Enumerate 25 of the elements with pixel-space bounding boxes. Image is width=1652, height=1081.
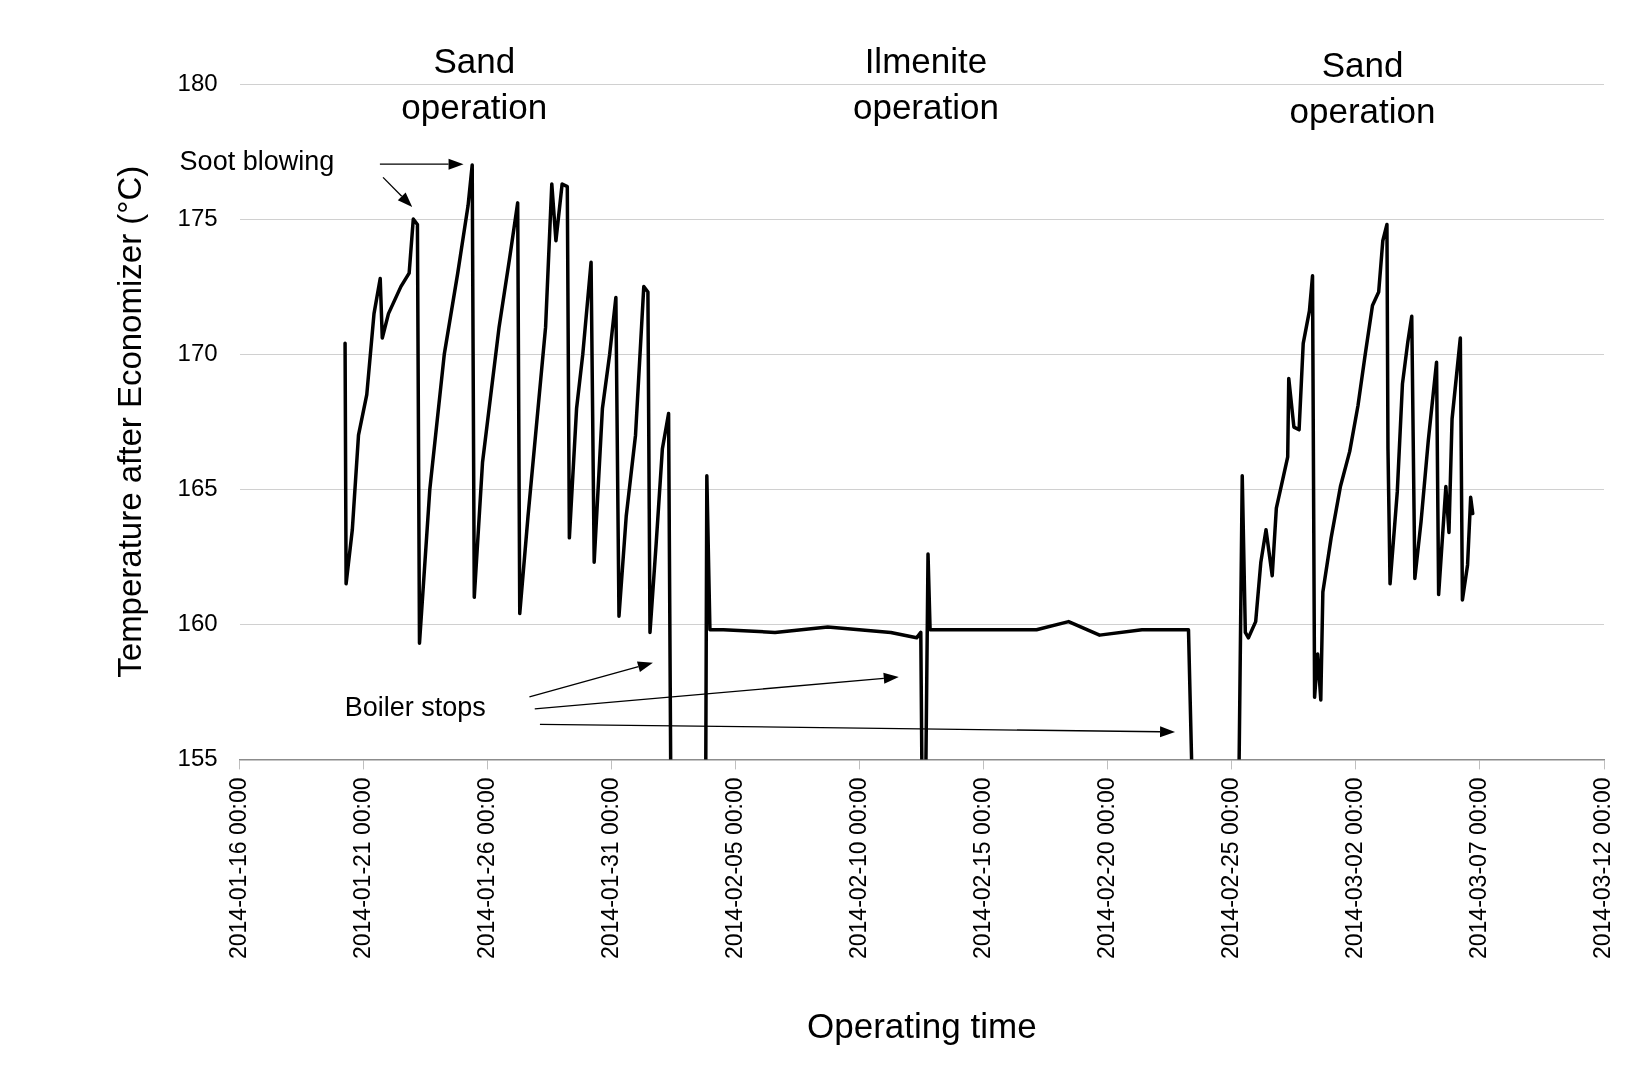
x-tick-label: 2014-02-25 00:00 (1217, 777, 1244, 960)
y-tick-label: 165 (177, 473, 218, 501)
x-tick-label: 2014-03-12 00:00 (1589, 777, 1616, 960)
y-tick-label: 160 (177, 608, 218, 636)
annotation: Sand operation (1289, 45, 1436, 131)
x-tick-label: 2014-01-16 00:00 (224, 777, 251, 960)
y-tick-label: 170 (177, 338, 218, 366)
x-axis-title: Operating time (807, 1005, 1037, 1045)
x-tick-label: 2014-03-02 00:00 (1341, 777, 1368, 960)
annotation: Boiler stops (344, 691, 486, 722)
x-tick-label: 2014-02-05 00:00 (721, 777, 748, 960)
y-tick-label: 175 (177, 203, 218, 231)
x-tick-label: 2014-01-26 00:00 (473, 777, 500, 960)
y-tick-label: 155 (177, 744, 218, 772)
y-tick-label: 180 (177, 68, 218, 96)
annotation: Soot blowing (179, 146, 335, 177)
x-tick-label: 2014-01-31 00:00 (597, 777, 624, 960)
y-axis-title: Temperature after Economizer (°C) (110, 165, 148, 678)
annotation: Ilmenite operation (852, 40, 999, 126)
x-tick-label: 2014-03-07 00:00 (1465, 777, 1492, 960)
x-tick-label: 2014-02-20 00:00 (1093, 777, 1120, 960)
x-tick-label: 2014-02-15 00:00 (969, 777, 996, 960)
x-tick-label: 2014-02-10 00:00 (845, 777, 872, 960)
x-tick-label: 2014-01-21 00:00 (349, 777, 376, 960)
annotation: Sand operation (401, 40, 548, 126)
